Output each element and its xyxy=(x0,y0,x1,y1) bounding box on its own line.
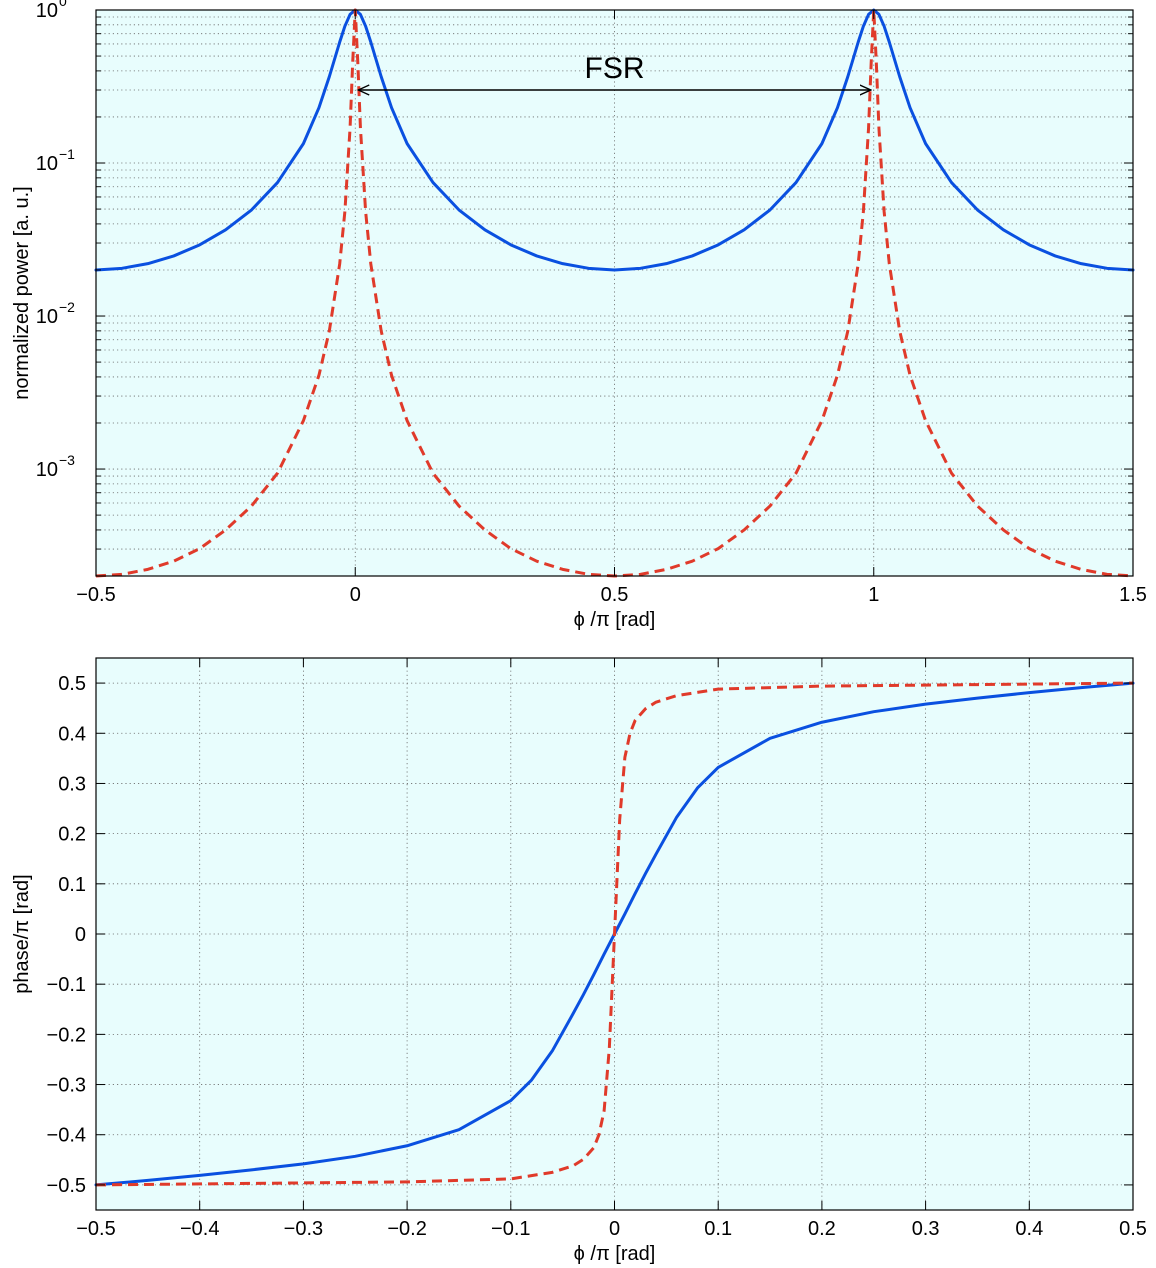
x-tick-label: −0.1 xyxy=(491,1218,530,1240)
y-tick-label: 10 xyxy=(36,459,58,481)
y-tick-label: −0.3 xyxy=(47,1075,86,1097)
y-tick-label: 0 xyxy=(75,924,86,946)
power-panel: FSR−0.5 0 0.5 1 1.510−310−210−110 0ϕ /π [rad]… xyxy=(11,0,1147,631)
y-tick-label: −0.1 xyxy=(47,974,86,996)
x-tick-label: −0.2 xyxy=(387,1218,426,1240)
y-axis-label: normalized power [a. u.] xyxy=(11,186,33,399)
y-tick-exponent: −1 xyxy=(59,146,75,162)
x-tick-label: 0.5 xyxy=(601,584,629,606)
y-axis-label: phase/π [rad] xyxy=(11,874,33,993)
y-tick-label: 0.2 xyxy=(58,824,86,846)
y-tick-label: 0.4 xyxy=(58,723,86,745)
series-solid-line xyxy=(94,8,1135,272)
y-tick-label: −0.4 xyxy=(47,1125,86,1147)
x-tick-label: 1.5 xyxy=(1119,584,1147,606)
y-tick-exponent: −3 xyxy=(59,452,75,468)
x-tick-label: 0.1 xyxy=(704,1218,732,1240)
x-tick-label: −0.5 xyxy=(76,1218,115,1240)
phase-panel: −0.5 −0.4 −0.3 −0.2 −0.1 0 0.1 0.2 0.3 0.4 0.5 −0.5… xyxy=(11,657,1147,1265)
grid xyxy=(96,10,1133,576)
x-tick-label: −0.4 xyxy=(180,1218,219,1240)
x-tick-label: 1 xyxy=(868,584,879,606)
x-tick-label: 0.5 xyxy=(1119,1218,1147,1240)
y-tick-exponent: −2 xyxy=(59,299,75,315)
plot-area xyxy=(96,10,1133,576)
fsr-label: FSR xyxy=(585,52,645,85)
y-tick-label: 10 xyxy=(36,153,58,175)
series-dashed-line xyxy=(95,681,1134,1187)
x-tick-label: −0.3 xyxy=(284,1218,323,1240)
x-tick-label: 0.3 xyxy=(912,1218,940,1240)
y-tick-label: 10 xyxy=(36,0,58,22)
y-tick-label: −0.5 xyxy=(47,1175,86,1197)
x-axis-label: ϕ /π [rad] xyxy=(574,1243,656,1265)
y-tick-label: 10 xyxy=(36,306,58,328)
y-tick-label: 0.1 xyxy=(58,874,86,896)
x-tick-label: 0.2 xyxy=(808,1218,836,1240)
y-tick-label: −0.2 xyxy=(47,1024,86,1046)
grid xyxy=(96,658,1133,1210)
x-tick-label: 0.4 xyxy=(1015,1218,1043,1240)
y-tick-exponent: 0 xyxy=(59,0,67,9)
x-tick-label: −0.5 xyxy=(76,584,115,606)
x-tick-label: 0 xyxy=(350,584,361,606)
x-axis-label: ϕ /π [rad] xyxy=(574,609,656,631)
y-tick-label: 0.5 xyxy=(58,673,86,695)
x-tick-label: 0 xyxy=(609,1218,620,1240)
y-tick-label: 0.3 xyxy=(58,773,86,795)
